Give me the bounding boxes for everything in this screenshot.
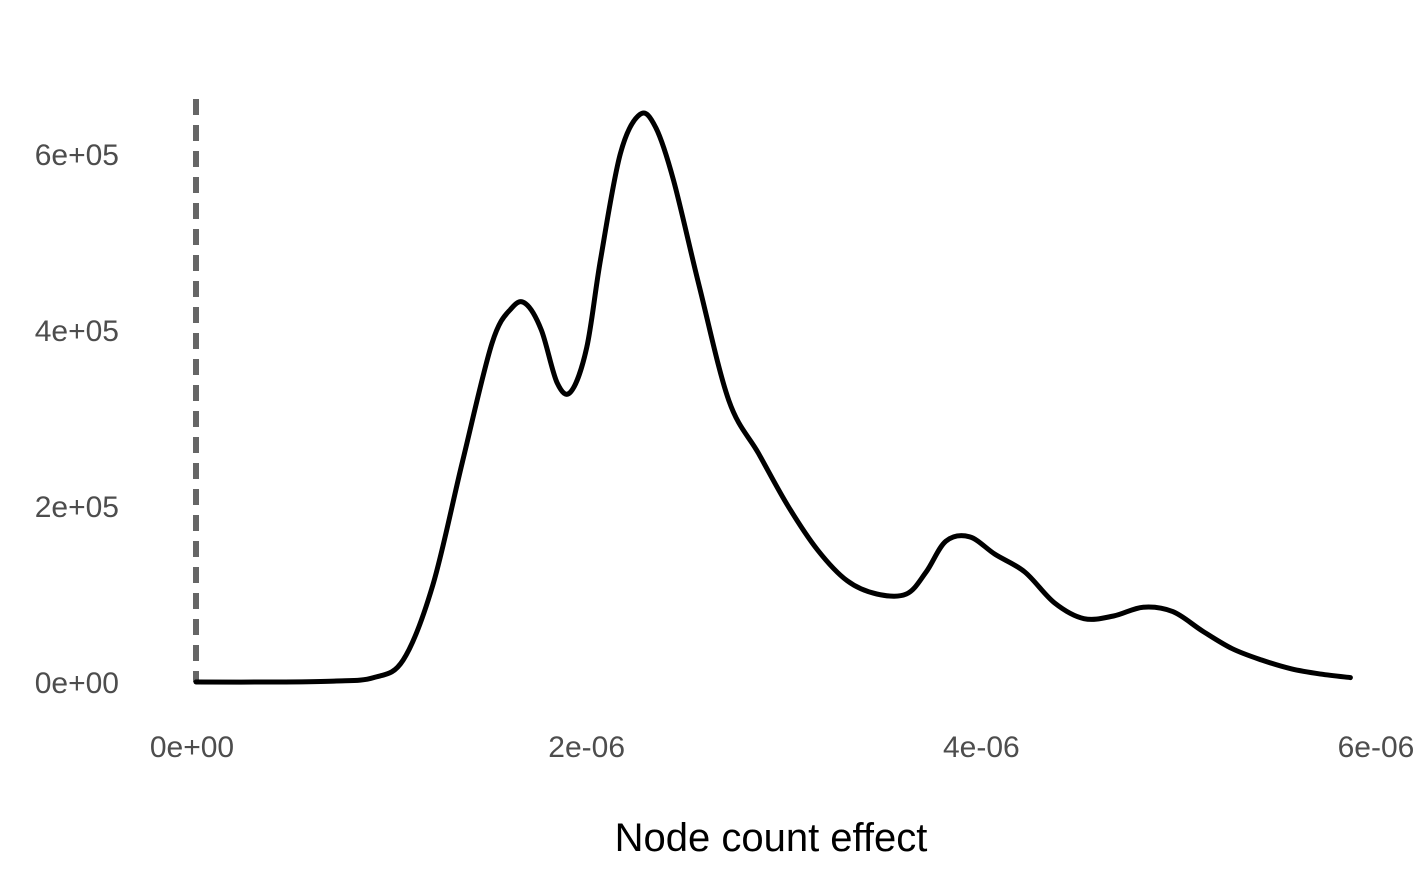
y-tick-label: 4e+05 [35, 315, 119, 348]
x-tick-labels: 0e+00 2e-06 4e-06 6e-06 [150, 731, 1415, 764]
x-tick-label: 6e-06 [1338, 731, 1415, 764]
x-tick-label: 2e-06 [548, 731, 625, 764]
y-tick-label: 6e+05 [35, 139, 119, 172]
x-tick-label: 4e-06 [943, 731, 1020, 764]
density-curve-0 [193, 110, 1353, 685]
x-axis-title: Node count effect [615, 816, 928, 860]
x-tick-label: 0e+00 [150, 731, 234, 764]
y-tick-label: 0e+00 [35, 667, 119, 700]
y-tick-label: 2e+05 [35, 491, 119, 524]
series-layer [193, 110, 1353, 685]
y-tick-labels: 0e+00 2e+05 4e+05 6e+05 [35, 139, 119, 700]
